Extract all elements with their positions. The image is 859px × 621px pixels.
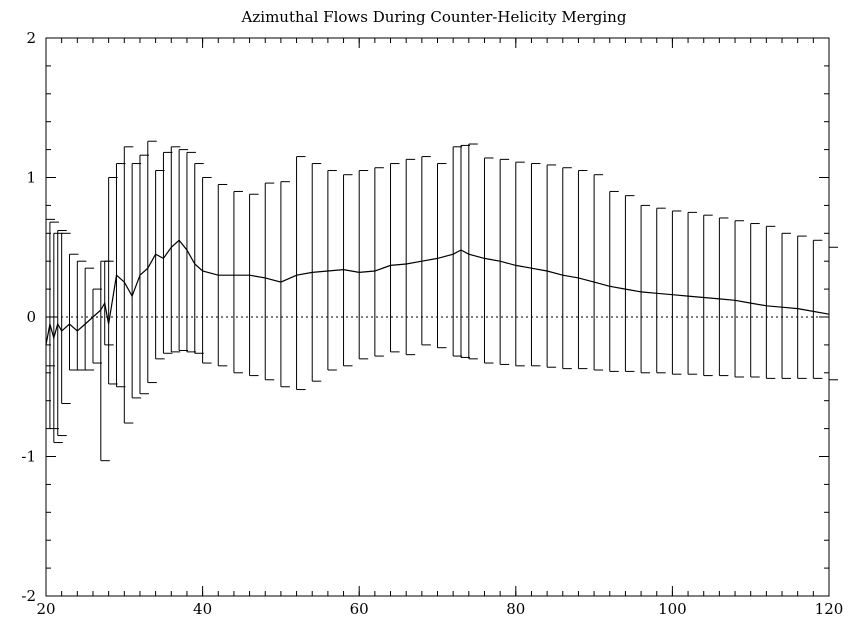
y-tick-label: 2: [26, 29, 36, 47]
chart-title: Azimuthal Flows During Counter-Helicity …: [241, 8, 627, 26]
x-tick-label: 60: [350, 600, 369, 618]
y-tick-label: 1: [26, 169, 36, 187]
y-tick-label: -2: [21, 587, 36, 605]
x-tick-label: 40: [193, 600, 212, 618]
y-tick-label: -1: [21, 448, 36, 466]
x-tick-label: 80: [506, 600, 525, 618]
series-line: [45, 239, 830, 346]
plot-area: 20 40 60 80 100 120 -2 -1 0 1 2: [21, 29, 843, 618]
y-tick-label: 0: [26, 308, 36, 326]
x-tick-label: 120: [815, 600, 844, 618]
x-tick-label: 100: [658, 600, 687, 618]
x-tick-label: 20: [36, 600, 55, 618]
